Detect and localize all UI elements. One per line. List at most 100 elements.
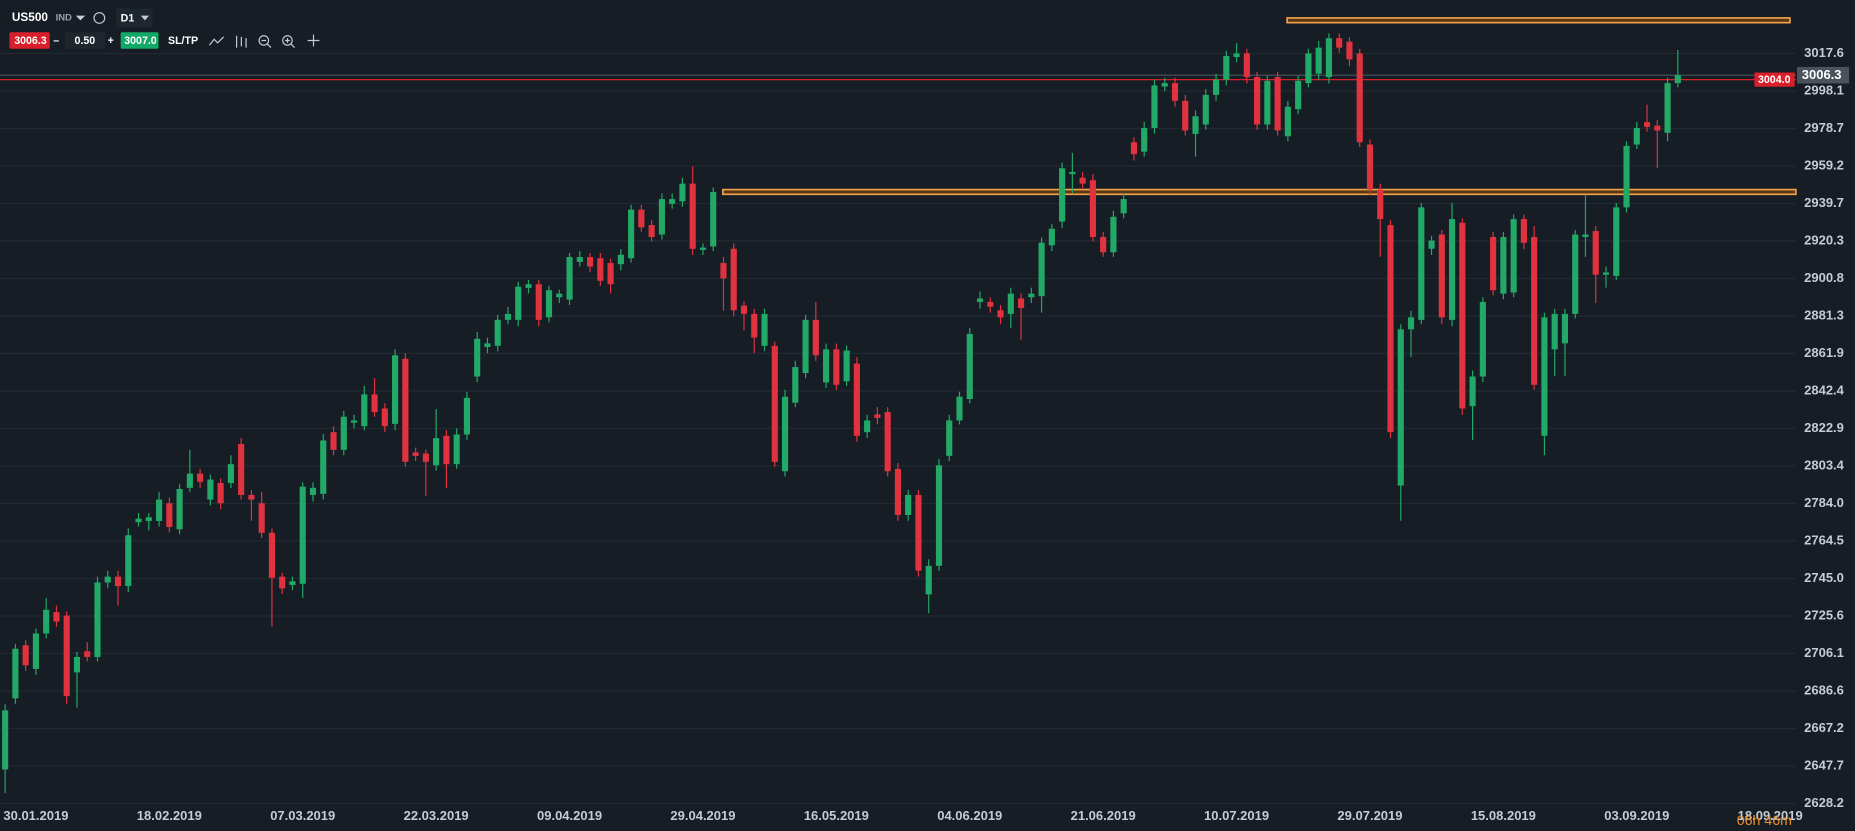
candle-body xyxy=(710,191,717,247)
x-tick-label: 29.07.2019 xyxy=(1337,808,1402,823)
candle-body xyxy=(720,263,727,279)
x-tick-label: 29.04.2019 xyxy=(670,808,735,823)
candle-body xyxy=(935,465,943,566)
candle-body xyxy=(494,319,501,346)
candle-body xyxy=(227,464,234,484)
line-tool-icon[interactable] xyxy=(208,36,225,46)
symbol[interactable]: US500 xyxy=(12,10,49,24)
candle-body xyxy=(1602,272,1610,275)
candle-body xyxy=(1100,237,1107,253)
x-tick-label: 18.09.2019 xyxy=(1738,808,1803,823)
candle-body xyxy=(32,633,39,669)
candle-body xyxy=(1264,80,1271,125)
x-tick-label: 16.05.2019 xyxy=(804,808,869,823)
candle-body xyxy=(1243,53,1250,78)
info-icon[interactable] xyxy=(93,12,106,24)
y-tick-label: 2686.6 xyxy=(1804,683,1844,698)
candle-body xyxy=(279,576,286,589)
candle-body xyxy=(63,615,70,697)
candle-body xyxy=(1284,106,1291,137)
candle-body xyxy=(340,416,347,450)
candle-body xyxy=(186,473,193,488)
x-tick-label: 15.08.2019 xyxy=(1471,808,1536,823)
y-tick-label: 2998.1 xyxy=(1804,82,1844,97)
candle-body xyxy=(145,517,152,521)
candle-body xyxy=(576,257,583,262)
candle-body xyxy=(1069,171,1076,175)
candle-body xyxy=(802,319,809,374)
timeframe[interactable]: D1 xyxy=(121,12,135,24)
timeframe-dropdown[interactable] xyxy=(140,15,150,21)
candle-body xyxy=(997,310,1004,318)
candle-body xyxy=(1500,237,1507,294)
candle-body xyxy=(515,286,522,320)
candle-body xyxy=(1397,329,1404,486)
candle-body xyxy=(1592,231,1599,275)
symbol-dropdown[interactable] xyxy=(75,15,86,21)
candle-body xyxy=(330,432,337,450)
candle-body xyxy=(309,487,317,495)
candle-body xyxy=(874,414,881,418)
candle-body xyxy=(207,479,214,500)
candle-body xyxy=(730,248,737,311)
candle-body xyxy=(1305,53,1312,84)
sell-button[interactable] xyxy=(9,32,50,49)
candle-body xyxy=(607,263,614,285)
y-tick-label: 2959.2 xyxy=(1804,157,1844,172)
y-tick-label: 2745.0 xyxy=(1804,570,1844,585)
candle-body xyxy=(1202,94,1209,125)
sell-price[interactable]: 3006.3 xyxy=(14,35,47,47)
volume-minus[interactable]: – xyxy=(53,35,59,47)
candle-tool-icon[interactable] xyxy=(236,35,247,48)
candle-body xyxy=(1346,41,1353,60)
candle-body xyxy=(535,284,542,320)
candle-body xyxy=(350,420,358,423)
y-tick-label: 2706.1 xyxy=(1804,645,1844,660)
candle-body xyxy=(1643,122,1651,127)
candle-body xyxy=(1551,313,1558,350)
zoom-in-icon[interactable] xyxy=(282,35,293,46)
candle-body xyxy=(525,284,532,288)
timeframe-box[interactable] xyxy=(115,8,153,28)
candle-body xyxy=(1325,38,1333,78)
candle-body xyxy=(1654,125,1661,131)
candle-body xyxy=(915,494,922,571)
candle-body xyxy=(402,358,409,462)
candle-body xyxy=(658,199,665,235)
zoom-out-icon[interactable] xyxy=(258,35,270,46)
y-tick-label: 2784.0 xyxy=(1804,495,1844,510)
y-tick-label: 2764.5 xyxy=(1804,532,1844,547)
candle-body xyxy=(392,355,399,424)
sl-tp[interactable]: SL/TP xyxy=(168,35,198,47)
candle-body xyxy=(894,468,902,516)
y-tick-label: 2725.6 xyxy=(1804,607,1844,622)
candle-body xyxy=(166,503,173,527)
candle-body xyxy=(617,254,624,265)
candle-body xyxy=(1520,219,1527,243)
price-label-box xyxy=(1797,66,1850,84)
candle-body xyxy=(1151,85,1158,128)
y-tick-label: 2803.4 xyxy=(1804,458,1845,473)
candle-body xyxy=(956,396,963,421)
volume-plus[interactable]: + xyxy=(108,35,114,47)
volume[interactable]: 0.50 xyxy=(75,35,96,47)
candle-body xyxy=(1059,168,1066,222)
candle-body xyxy=(925,565,932,595)
buy-button[interactable] xyxy=(120,32,159,49)
candle-body xyxy=(884,412,891,472)
crosshair-icon[interactable] xyxy=(307,34,320,47)
y-tick-label: 3017.6 xyxy=(1804,45,1844,60)
buy-price[interactable]: 3007.0 xyxy=(124,35,157,47)
candle-body xyxy=(853,363,860,436)
candle-body xyxy=(792,367,799,403)
candle-body xyxy=(1448,219,1456,320)
volume-input-box[interactable] xyxy=(65,32,106,49)
candle-body xyxy=(1110,216,1117,253)
candle-body xyxy=(1274,77,1281,131)
candle-body xyxy=(1387,225,1394,433)
candle-body xyxy=(1120,199,1127,214)
candle-body xyxy=(125,535,132,587)
candle-body xyxy=(1531,237,1538,385)
